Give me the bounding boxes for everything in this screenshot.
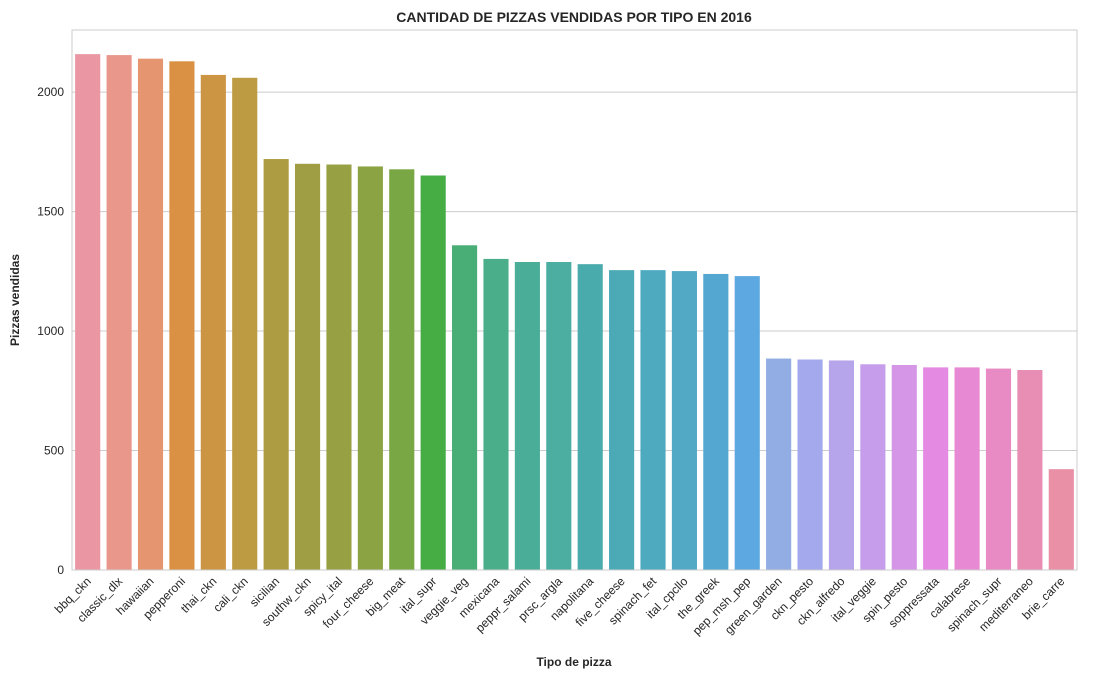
bar-bbq_ckn — [75, 54, 101, 570]
bar-sicilian — [263, 159, 289, 570]
y-tick-labels: 0 500 1000 1500 2000 — [37, 85, 64, 577]
bar-spin_pesto — [891, 364, 917, 570]
y-tick-label: 1000 — [37, 324, 64, 338]
bar-spinach_supr — [985, 368, 1012, 570]
bar-cali_ckn — [232, 77, 258, 571]
bar-calabrese — [954, 367, 980, 570]
y-axis-label: Pizzas vendidas — [8, 254, 22, 346]
bar-the_greek — [703, 273, 729, 570]
y-tick-label: 0 — [57, 563, 64, 577]
plot-frame — [71, 29, 1078, 571]
bar-veggie_veg — [452, 245, 478, 570]
y-tick-label: 500 — [44, 444, 64, 458]
bar-classic_dlx — [106, 55, 132, 570]
x-axis-label: Tipo de pizza — [536, 655, 611, 669]
bar-mexicana — [483, 258, 509, 570]
bar-spicy_ital — [326, 164, 352, 570]
bar-ital_supr — [420, 175, 446, 570]
bar-southw_ckn — [294, 163, 321, 571]
bar-spinach_fet — [640, 270, 666, 570]
bar-ital_veggie — [860, 364, 886, 570]
bar-peppr_salami — [514, 262, 540, 570]
x-tick-label: cali_ckn — [210, 574, 251, 615]
bar-pep_msh_pep — [734, 276, 760, 570]
bar-pepperoni — [169, 61, 195, 571]
x-tick-labels: bbq_cknclassic_dlxhawaiianpepperonithai_… — [52, 574, 1068, 638]
y-tick-label: 1500 — [37, 205, 64, 219]
bar-thai_ckn — [200, 74, 226, 571]
bar-green_garden — [766, 358, 792, 570]
bars — [75, 54, 1074, 571]
bar-four_cheese — [357, 166, 383, 570]
bar-ckn_pesto — [797, 359, 823, 570]
y-tick-label: 2000 — [37, 85, 64, 99]
bar-napolitana — [577, 264, 603, 570]
bar-soppressata — [923, 367, 949, 570]
bar-ital_cpcllo — [671, 271, 697, 570]
bar-five_cheese — [609, 270, 635, 570]
bar-mediterraneo — [1017, 370, 1043, 570]
chart-title: CANTIDAD DE PIZZAS VENDIDAS POR TIPO EN … — [396, 9, 752, 25]
bar-prsc_argla — [546, 262, 572, 570]
bar-brie_carre — [1048, 469, 1074, 570]
bar-ckn_alfredo — [828, 360, 855, 570]
bar-hawaiian — [137, 58, 164, 570]
bar-big_meat — [389, 169, 415, 570]
